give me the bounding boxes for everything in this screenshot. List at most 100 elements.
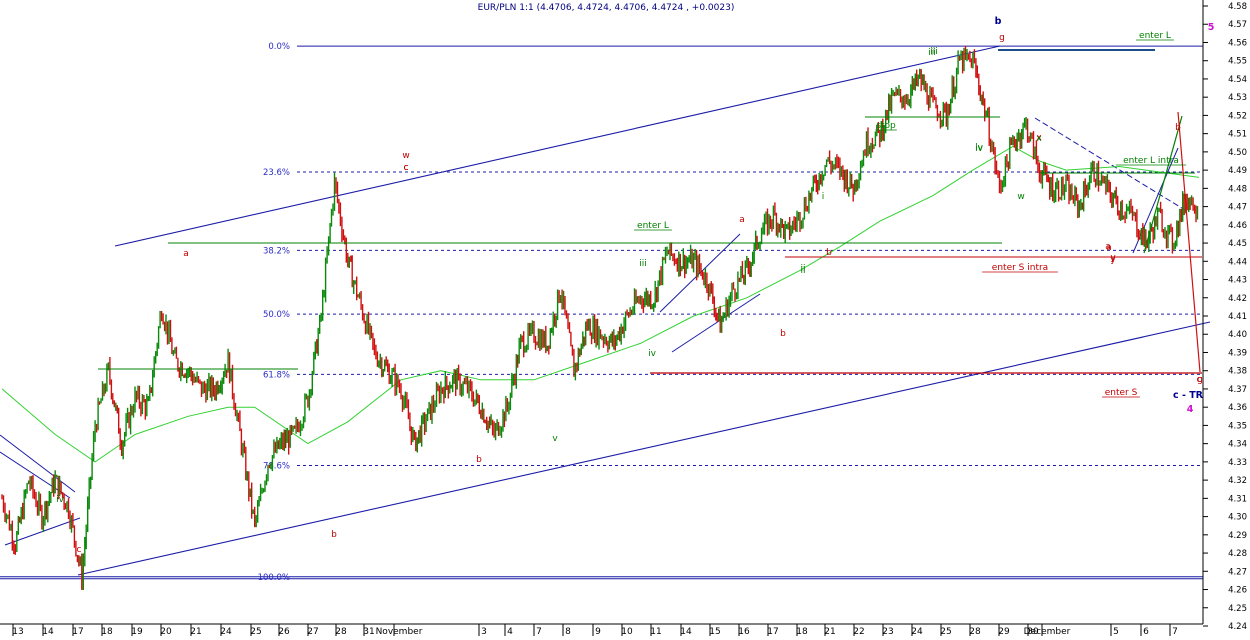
y-tick-label: 4.36	[1228, 403, 1247, 413]
fib-label: 78.6%	[263, 462, 290, 472]
x-tick-label: 6	[1143, 627, 1149, 636]
y-tick-label: 4.30	[1228, 513, 1247, 523]
y-tick-label: 4.51	[1228, 130, 1247, 140]
wave-label-red: g	[999, 33, 1005, 43]
trade-label: enter S intra	[992, 263, 1048, 273]
wave-label-green: iv	[56, 495, 65, 505]
y-tick-label: 4.56	[1228, 38, 1247, 48]
x-tick-label: 21	[824, 627, 835, 636]
x-tick-label: 10	[621, 627, 633, 636]
upper-channel-line	[114, 45, 1001, 247]
wave-label-green: iii	[928, 48, 936, 58]
y-tick-label: 4.35	[1228, 421, 1247, 431]
wave-label-four: 4	[1187, 404, 1194, 415]
y-tick-label: 4.37	[1228, 385, 1247, 395]
wave-label-five: 5	[1208, 22, 1215, 33]
y-tick-label: 4.47	[1228, 203, 1247, 213]
x-tick-label: 26	[278, 627, 290, 636]
wave-label-green: iv	[648, 349, 657, 359]
x-tick-label: 18	[796, 627, 808, 636]
y-tick-label: 4.52	[1228, 111, 1247, 121]
x-tick-label: 11	[650, 627, 661, 636]
y-tick-label: 4.32	[1228, 476, 1247, 486]
y-tick-label: 4.45	[1228, 239, 1247, 249]
wave-label-red: w	[402, 151, 409, 161]
y-tick-label: 4.44	[1228, 257, 1247, 267]
x-tick-label: 20	[160, 627, 172, 636]
x-tick-label: November	[376, 627, 423, 636]
y-tick-label: 4.40	[1228, 330, 1247, 340]
x-tick-label: 7	[1172, 627, 1178, 636]
moving-average-line	[1, 145, 1200, 463]
trade-label: enter S	[1105, 388, 1138, 398]
wave-label-green: ii	[800, 264, 805, 274]
wave-label-red: a	[1106, 243, 1112, 253]
x-tick-label: 24	[911, 627, 923, 636]
x-tick-label: 14	[680, 627, 692, 636]
x-tick-label: 5	[1113, 627, 1119, 636]
y-tick-label: 4.26	[1228, 586, 1247, 596]
wave-label-red: b	[331, 530, 337, 540]
y-tick-label: 4.24	[1228, 622, 1247, 632]
wave-label-red: a	[183, 249, 189, 259]
x-tick-label: 19	[131, 627, 143, 636]
wave-label-red: y	[1110, 255, 1116, 265]
wave-label-green: iii	[639, 259, 647, 269]
y-tick-label: 4.49	[1228, 166, 1247, 176]
x-tick-label: 23	[882, 627, 893, 636]
wave-label-b-top: b	[995, 16, 1002, 27]
y-tick-label: 4.54	[1228, 75, 1247, 85]
y-tick-label: 4.25	[1228, 604, 1247, 614]
y-tick-label: 4.48	[1228, 184, 1247, 194]
wave-label-green: x	[1036, 134, 1042, 144]
red-projection	[1177, 111, 1201, 373]
y-tick-label: 4.57	[1228, 20, 1247, 30]
left-down-channel-b	[4, 517, 81, 546]
wave-label-red: a	[739, 215, 745, 225]
x-tick-label: 27	[307, 627, 318, 636]
wave-label-green: iii	[930, 47, 938, 57]
wave-label-c-tr: c - TR	[1173, 390, 1204, 401]
wave-label-green: i	[822, 192, 825, 202]
fib-label: 0.0%	[268, 42, 290, 52]
wave-label-red: b	[826, 248, 832, 258]
x-tick-label: 3	[481, 627, 487, 636]
x-tick-label: 17	[767, 627, 778, 636]
y-tick-label: 4.29	[1228, 531, 1247, 541]
x-tick-label: 21	[190, 627, 201, 636]
y-tick-label: 4.33	[1228, 458, 1247, 468]
trade-label: enter L intra	[1123, 156, 1179, 166]
x-tick-label: 16	[738, 627, 750, 636]
y-tick-label: 4.42	[1228, 294, 1247, 304]
wave-label-red: c	[404, 163, 409, 173]
y-tick-label: 4.43	[1228, 276, 1247, 286]
fib-label: 38.2%	[263, 246, 290, 256]
x-tick-label: 13	[12, 627, 23, 636]
y-tick-label: 4.55	[1228, 57, 1247, 67]
x-tick-label: 17	[72, 627, 83, 636]
chart-title: EUR/PLN 1:1 (4.4706, 4.4724, 4.4706, 4.4…	[478, 3, 735, 13]
wave-label-red: g	[1197, 375, 1203, 385]
y-tick-label: 4.39	[1228, 348, 1247, 358]
y-tick-label: 4.46	[1228, 221, 1247, 231]
x-tick-label: December	[1024, 627, 1071, 636]
y-tick-label: 4.38	[1228, 367, 1247, 377]
trade-label: enter L	[1139, 31, 1171, 41]
x-tick-label: 25	[250, 627, 261, 636]
wave-label-red: b	[1175, 123, 1181, 133]
x-tick-label: 22	[853, 627, 864, 636]
y-tick-label: 4.27	[1228, 567, 1247, 577]
x-tick-label: 28	[969, 627, 981, 636]
left-down-channel-a	[0, 434, 76, 493]
wave-label-red: b	[476, 455, 482, 465]
y-tick-label: 4.34	[1228, 440, 1247, 450]
wave-label-red: c	[77, 545, 82, 555]
y-tick-label: 4.50	[1228, 148, 1247, 158]
y-tick-label: 4.31	[1228, 494, 1247, 504]
y-tick-label: 4.53	[1228, 93, 1247, 103]
x-tick-label: 8	[565, 627, 571, 636]
x-tick-label: 7	[536, 627, 542, 636]
x-tick-label: 24	[220, 627, 232, 636]
